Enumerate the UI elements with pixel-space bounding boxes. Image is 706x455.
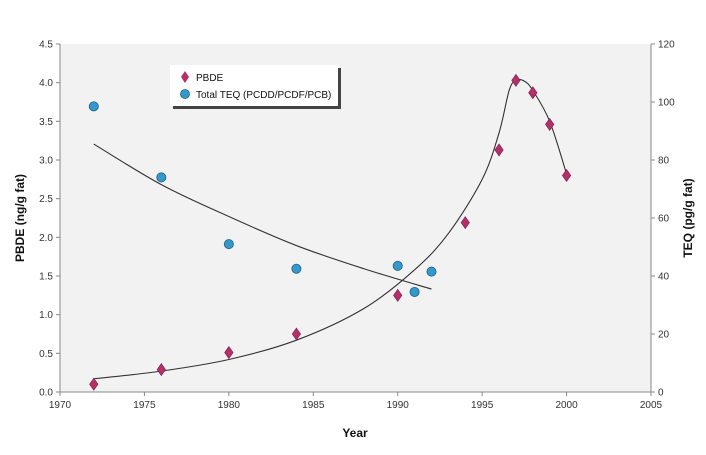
trend-line-teq: [93, 143, 432, 290]
teq-point: [426, 266, 437, 277]
x-tick-label: 2000: [555, 400, 578, 411]
pbde-point: [291, 327, 301, 341]
y-right-tick-label: 120: [658, 40, 675, 51]
legend-label-pbde: PBDE: [196, 73, 224, 84]
pbde-point: [494, 143, 504, 157]
data-points: [88, 73, 572, 391]
pbde-point: [528, 86, 538, 100]
x-axis-title: Year: [342, 426, 368, 440]
pbde-point: [393, 288, 403, 302]
pbde-point: [156, 363, 166, 377]
x-tick-label: 2005: [640, 400, 663, 411]
y-left-tick-label: 0.0: [39, 388, 53, 399]
pbde-point: [511, 73, 521, 87]
x-tick-label: 1970: [49, 400, 72, 411]
y-right-tick-label: 80: [658, 156, 670, 167]
y-left-tick-label: 2.0: [39, 233, 53, 244]
teq-point: [291, 263, 302, 274]
y-left-tick-label: 1.5: [39, 272, 53, 283]
pbde-point: [89, 377, 99, 391]
y-left-tick-label: 3.5: [39, 117, 53, 128]
y-left-tick-label: 2.5: [39, 194, 53, 205]
x-tick-label: 1990: [387, 400, 410, 411]
pbde-point: [460, 216, 470, 230]
legend: PBDE Total TEQ (PCDD/PCDF/PCB): [170, 65, 341, 109]
y-left-tick-label: 4.5: [39, 40, 53, 51]
y-right-tick-label: 60: [658, 214, 670, 225]
teq-point: [409, 286, 420, 297]
legend-label-teq: Total TEQ (PCDD/PCDF/PCB): [196, 90, 331, 101]
legend-circle-icon: [180, 89, 190, 99]
y-left-tick-label: 1.0: [39, 310, 53, 321]
trend-line-pbde: [93, 78, 568, 380]
tick-labels: 1970 1975 1980 1985 1990 1995 2000 2005 0.0 0.5 1.…: [39, 40, 675, 412]
y-right-tick-label: 40: [658, 272, 670, 283]
y-axis-left-title: PBDE (ng/g fat): [13, 174, 27, 262]
y-axis-right-title: TEQ (pg/g fat): [681, 178, 695, 257]
y-left-tick-label: 0.5: [39, 349, 53, 360]
x-tick-label: 1985: [302, 400, 325, 411]
x-tick-label: 1995: [471, 400, 494, 411]
y-left-tick-label: 3.0: [39, 156, 53, 167]
legend-diamond-icon: [181, 71, 189, 83]
legend-box: [170, 65, 338, 106]
trend-lines: [93, 78, 568, 380]
x-tick-label: 1980: [218, 400, 241, 411]
pbde-point: [562, 168, 572, 182]
pbde-point: [545, 117, 555, 131]
teq-point: [156, 172, 167, 183]
teq-point: [392, 260, 403, 271]
y-right-tick-label: 0: [658, 388, 664, 399]
teq-point: [88, 101, 99, 112]
y-right-tick-label: 100: [658, 98, 675, 109]
y-right-tick-label: 20: [658, 330, 670, 341]
plot-area: [60, 44, 651, 392]
pbde-point: [224, 346, 234, 360]
y-left-tick-label: 4.0: [39, 78, 53, 89]
x-tick-label: 1975: [133, 400, 156, 411]
teq-point: [223, 239, 234, 250]
